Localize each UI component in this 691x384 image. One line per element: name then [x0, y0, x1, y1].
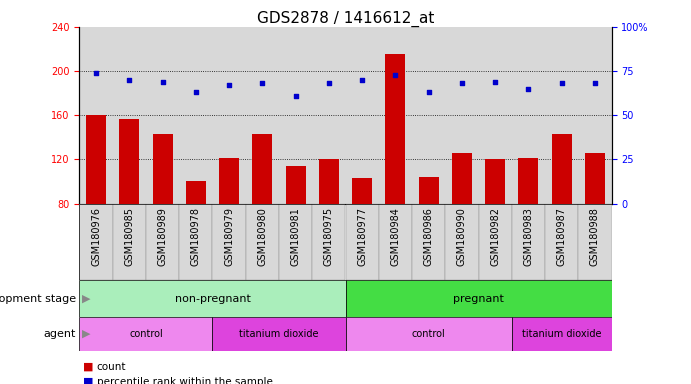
Point	[589, 80, 600, 86]
Text: GSM180979: GSM180979	[224, 207, 234, 266]
Bar	[153, 134, 173, 204]
Text: ■: ■	[83, 362, 93, 372]
Bar	[79, 204, 113, 280]
Text: pregnant: pregnant	[453, 293, 504, 304]
Bar	[386, 55, 406, 204]
Bar	[518, 158, 538, 204]
Text: GSM180978: GSM180978	[191, 207, 201, 266]
Point	[357, 77, 368, 83]
Text: GSM180980: GSM180980	[257, 207, 267, 266]
Text: count: count	[97, 362, 126, 372]
Bar	[551, 134, 571, 204]
Text: GSM180988: GSM180988	[590, 207, 600, 266]
Text: agent: agent	[44, 329, 76, 339]
Text: GSM180984: GSM180984	[390, 207, 400, 266]
Text: development stage: development stage	[0, 293, 76, 304]
Text: titanium dioxide: titanium dioxide	[239, 329, 319, 339]
Point	[190, 89, 201, 95]
Text: GSM180981: GSM180981	[291, 207, 301, 266]
Bar	[419, 177, 439, 204]
Bar	[485, 159, 505, 204]
Point	[290, 93, 301, 99]
Bar	[146, 204, 179, 280]
Bar	[312, 204, 346, 280]
Bar	[252, 134, 272, 204]
Bar	[346, 204, 379, 280]
Bar	[120, 119, 140, 204]
Point	[523, 86, 534, 92]
Text: ■: ■	[83, 377, 93, 384]
Bar	[545, 204, 578, 280]
Bar	[512, 204, 545, 280]
Text: GSM180975: GSM180975	[324, 207, 334, 266]
Text: GSM180985: GSM180985	[124, 207, 134, 266]
Bar	[279, 204, 312, 280]
Point	[423, 89, 434, 95]
Text: GSM180976: GSM180976	[91, 207, 101, 266]
Bar	[285, 166, 305, 204]
Bar	[452, 153, 472, 204]
Bar	[212, 317, 346, 351]
Point	[490, 79, 501, 85]
Text: titanium dioxide: titanium dioxide	[522, 329, 601, 339]
Point	[323, 80, 334, 86]
Bar	[578, 204, 612, 280]
Bar	[352, 178, 372, 204]
Point	[157, 79, 168, 85]
Text: GSM180983: GSM180983	[523, 207, 533, 266]
Bar	[346, 317, 512, 351]
Point	[390, 71, 401, 78]
Bar	[79, 280, 346, 317]
Bar	[478, 204, 512, 280]
Point	[124, 77, 135, 83]
Bar	[179, 204, 212, 280]
Text: GSM180990: GSM180990	[457, 207, 467, 266]
Text: GSM180982: GSM180982	[490, 207, 500, 266]
Bar	[379, 204, 412, 280]
Bar	[585, 153, 605, 204]
Text: ▶: ▶	[82, 329, 90, 339]
Text: non-pregnant: non-pregnant	[175, 293, 250, 304]
Point	[91, 70, 102, 76]
Point	[257, 80, 268, 86]
Bar	[186, 182, 206, 204]
Bar	[445, 204, 478, 280]
Title: GDS2878 / 1416612_at: GDS2878 / 1416612_at	[257, 11, 434, 27]
Text: control: control	[129, 329, 163, 339]
Bar	[346, 280, 612, 317]
Point	[224, 82, 235, 88]
Point	[556, 80, 567, 86]
Text: control: control	[412, 329, 446, 339]
Bar	[113, 204, 146, 280]
Bar	[512, 317, 612, 351]
Text: GSM180989: GSM180989	[158, 207, 168, 266]
Bar	[246, 204, 279, 280]
Bar	[412, 204, 445, 280]
Text: percentile rank within the sample: percentile rank within the sample	[97, 377, 273, 384]
Bar	[79, 317, 212, 351]
Bar	[212, 204, 246, 280]
Text: GSM180987: GSM180987	[557, 207, 567, 266]
Point	[456, 80, 467, 86]
Bar	[219, 158, 239, 204]
Bar	[319, 159, 339, 204]
Text: ▶: ▶	[82, 293, 90, 304]
Bar	[86, 115, 106, 204]
Text: GSM180986: GSM180986	[424, 207, 434, 266]
Text: GSM180977: GSM180977	[357, 207, 367, 266]
